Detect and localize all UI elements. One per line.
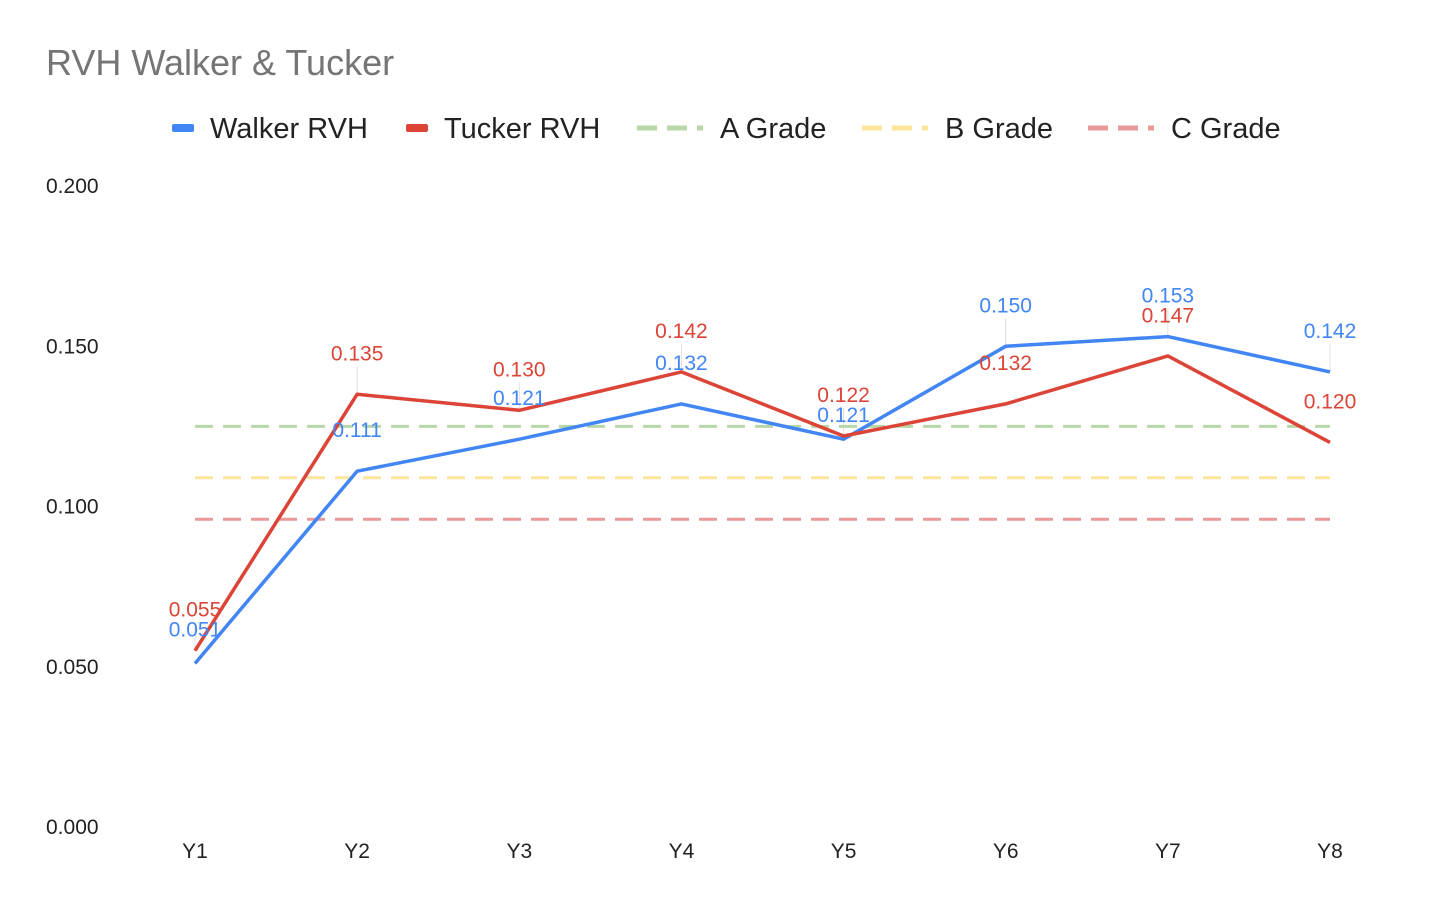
legend-label: Walker RVH — [210, 113, 368, 145]
legend-item-walker-rvh[interactable]: Walker RVH — [172, 113, 368, 145]
legend-label: A Grade — [720, 113, 826, 145]
legend-swatch — [172, 124, 194, 132]
data-label-tucker-rvh: 0.055 — [169, 599, 222, 622]
legend-label: Tucker RVH — [444, 113, 600, 145]
data-label-walker-rvh: 0.150 — [979, 294, 1032, 317]
legend-item-a-grade[interactable]: A Grade — [637, 113, 826, 145]
x-tick-label: Y3 — [506, 840, 532, 863]
y-tick-label: 0.000 — [46, 816, 99, 839]
y-axis: 0.000 0.050 0.100 0.150 0.200 — [46, 175, 99, 839]
series-line-tucker-rvh — [193, 354, 1331, 652]
x-axis: Y1 Y2 Y3 Y4 Y5 Y6 Y7 Y8 — [182, 840, 1343, 863]
legend-label: C Grade — [1171, 113, 1281, 145]
data-label-walker-rvh: 0.121 — [493, 387, 546, 410]
y-tick-label: 0.200 — [46, 175, 99, 198]
series-line-walker-rvh — [193, 334, 1331, 665]
y-tick-label: 0.050 — [46, 656, 99, 679]
legend-label: B Grade — [945, 113, 1053, 145]
legend-item-b-grade[interactable]: B Grade — [862, 113, 1053, 145]
legend: Walker RVH Tucker RVH A Grade B Grade C Grad… — [172, 113, 1281, 145]
data-label-leaders — [194, 308, 1331, 651]
legend-item-c-grade[interactable]: C Grade — [1088, 113, 1281, 145]
x-tick-label: Y8 — [1317, 840, 1343, 863]
data-label-tucker-rvh: 0.135 — [331, 342, 384, 365]
legend-item-tucker-rvh[interactable]: Tucker RVH — [406, 113, 600, 145]
data-label-tucker-rvh: 0.120 — [1304, 390, 1357, 413]
x-tick-label: Y7 — [1155, 840, 1181, 863]
data-label-walker-rvh: 0.111 — [332, 419, 381, 442]
data-label-walker-rvh: 0.142 — [1304, 320, 1357, 343]
x-tick-label: Y4 — [669, 840, 695, 863]
legend-swatch — [406, 124, 428, 132]
data-label-walker-rvh: 0.153 — [1142, 285, 1195, 308]
y-tick-label: 0.150 — [46, 335, 99, 358]
x-tick-label: Y6 — [993, 840, 1019, 863]
x-tick-label: Y5 — [831, 840, 857, 863]
data-label-tucker-rvh: 0.130 — [493, 358, 546, 381]
chart-title: RVH Walker & Tucker — [46, 42, 394, 83]
data-label-walker-rvh: 0.132 — [655, 352, 708, 375]
y-tick-label: 0.100 — [46, 496, 99, 519]
series-lines — [193, 334, 1331, 665]
data-label-tucker-rvh: 0.132 — [979, 352, 1032, 375]
data-label-tucker-rvh: 0.147 — [1142, 305, 1195, 328]
x-tick-label: Y2 — [344, 840, 370, 863]
data-label-walker-rvh: 0.121 — [817, 404, 870, 427]
data-label-tucker-rvh: 0.122 — [817, 384, 870, 407]
x-tick-label: Y1 — [182, 840, 208, 863]
data-label-walker-rvh: 0.051 — [169, 619, 222, 642]
data-label-tucker-rvh: 0.142 — [655, 320, 708, 343]
